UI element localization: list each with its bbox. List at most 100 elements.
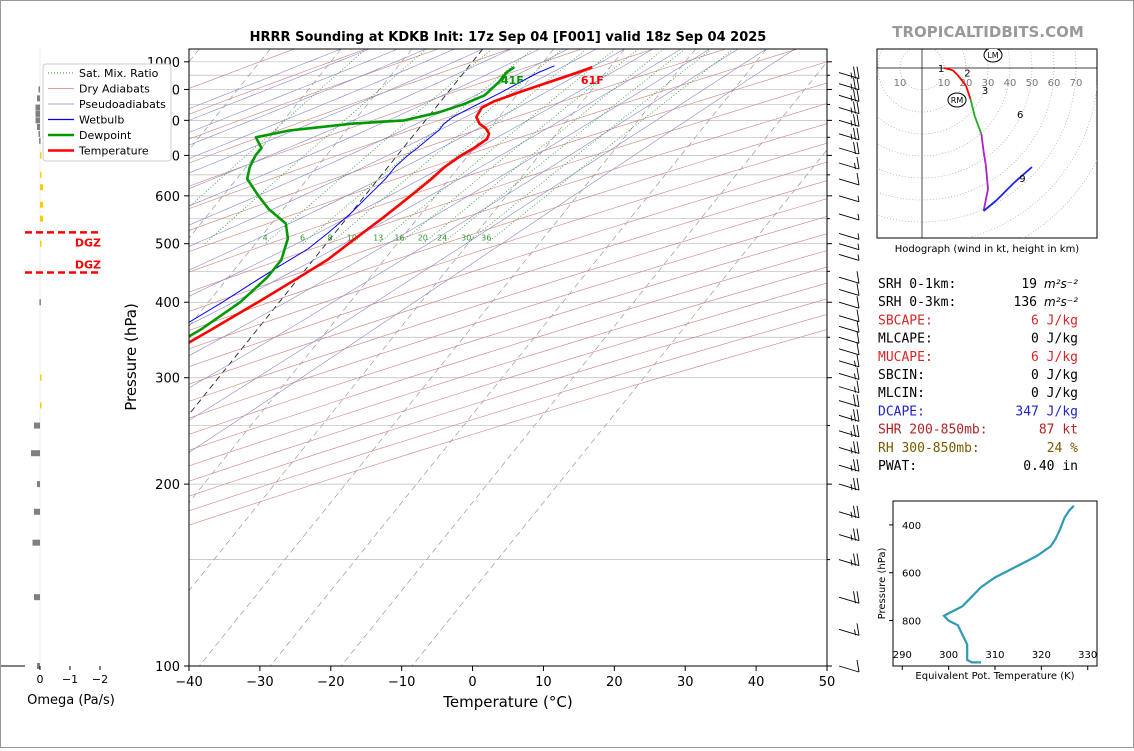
omega-bar — [35, 104, 40, 111]
hodograph-segment — [996, 181, 1016, 201]
theta-e-x-tick-label: 320 — [1032, 650, 1051, 661]
omega-bar — [40, 402, 42, 409]
barb-half — [854, 386, 856, 393]
dgz-label: DGZ — [75, 258, 101, 271]
stat-value: 0 J/kg — [1031, 332, 1078, 347]
stat-value: 0 J/kg — [1031, 368, 1078, 383]
theta-e-line — [942, 505, 1075, 664]
dry-adiabat — [189, 49, 798, 252]
wind-barb — [838, 156, 860, 170]
stat-value: 24 % — [1047, 441, 1078, 456]
mixing-ratio-line — [422, 49, 665, 245]
barb-staff — [838, 178, 860, 186]
stat-value: 6 J/kg — [1031, 313, 1078, 328]
barb-flag — [856, 367, 860, 380]
barb-staff — [838, 483, 860, 491]
stat-label: MLCIN: — [878, 386, 925, 401]
dewpoint-line — [189, 66, 516, 338]
hodograph-segment — [980, 133, 985, 152]
dry-adiabat — [189, 198, 827, 402]
omega-bar — [37, 123, 40, 130]
omega-bar — [39, 137, 41, 144]
barb-half — [857, 195, 860, 202]
omega-bar — [40, 201, 43, 208]
stat-label: MLCAPE: — [878, 332, 933, 347]
hodograph-segment — [982, 188, 989, 212]
wind-barb — [838, 89, 860, 102]
barb-flag — [856, 623, 860, 636]
mixing-ratio-line — [264, 49, 493, 245]
hodograph-height-label: 1 — [938, 64, 944, 75]
omega-bar — [40, 215, 43, 222]
barb-flag — [856, 478, 860, 491]
omega-panel: 0 −1 −2 Omega (Pa/s) DGZ DGZ — [0, 49, 115, 708]
barb-half — [850, 107, 853, 114]
hodograph-ring-label: 60 — [1048, 78, 1061, 89]
barb-flag — [853, 528, 856, 541]
barb-half — [854, 629, 856, 636]
dry-adiabat — [189, 49, 439, 140]
omega-bar — [40, 152, 42, 159]
stat-value: 87 kt — [1039, 423, 1078, 438]
barb-flag — [853, 394, 856, 407]
omega-bar — [34, 594, 40, 601]
pseudoadiabat — [189, 49, 739, 389]
x-tick-label: 10 — [535, 675, 552, 690]
hodograph-segment — [956, 74, 967, 87]
barb-staff — [838, 315, 860, 323]
x-tick-label: 0 — [468, 675, 476, 690]
hodograph-segment — [943, 67, 954, 72]
theta-e-x-tick-label: 330 — [1078, 650, 1097, 661]
hodograph-ring-label: 30 — [982, 78, 995, 89]
barb-flag — [856, 271, 860, 284]
barb-flag — [856, 156, 860, 170]
pseudoadiabat — [189, 49, 597, 247]
y-tick-label: 100 — [155, 660, 180, 675]
barb-flag — [856, 101, 860, 114]
skewt-grid: 1 4 6 8 10 13 16 20 24 30 36 — [146, 49, 827, 666]
wind-barb — [838, 553, 860, 567]
barb-staff — [838, 289, 860, 296]
barb-flag — [856, 591, 860, 604]
storm-motion-label: LM — [987, 51, 998, 60]
stat-label: RH 300-850mb: — [878, 441, 980, 456]
omega-tick-label: −1 — [62, 673, 78, 686]
pseudoadiabat — [189, 49, 455, 159]
stat-label: DCAPE: — [878, 404, 925, 419]
omega-axis-label: Omega (Pa/s) — [27, 693, 115, 708]
dry-adiabat — [189, 49, 726, 231]
hodograph-caption: Hodograph (wind in kt, height in km) — [895, 244, 1080, 255]
barb-staff — [838, 372, 860, 380]
barb-half — [850, 430, 853, 437]
brand-logo: TROPICALTIDBITS.COM — [892, 23, 1084, 41]
barb-flag — [856, 89, 860, 102]
barb-staff — [838, 213, 860, 221]
stat-label: SRH 0-3km: — [878, 295, 956, 310]
legend-entry-label: Wetbulb — [79, 114, 124, 127]
hodograph-ring-label: 70 — [1070, 78, 1083, 89]
stat-unit: m²s⁻² — [1044, 295, 1078, 309]
wind-barb — [838, 101, 860, 114]
barb-half — [850, 83, 853, 90]
theta-e-y-tick-label: 800 — [902, 617, 921, 628]
barb-flag — [853, 66, 856, 79]
skewt-series: 41F 61F — [189, 65, 604, 344]
wetbulb-line — [189, 65, 555, 323]
barb-staff — [838, 665, 860, 673]
omega-bar — [39, 299, 41, 306]
barb-staff — [838, 400, 860, 407]
wind-barb — [838, 114, 860, 127]
theta-e-x-tick-label: 300 — [939, 650, 958, 661]
hodograph-height-label: 9 — [1019, 174, 1025, 185]
hodograph-plot: 10 10 20 30 40 50 60 70 1 2 3 6 9 LM RM — [877, 49, 1097, 238]
stat-value: 19 — [1021, 277, 1037, 292]
barb-flag — [856, 459, 860, 472]
barb-flag — [853, 478, 856, 491]
barb-flag — [856, 505, 860, 518]
mixing-ratio-label: 1 — [146, 234, 151, 243]
barb-staff — [838, 464, 860, 472]
y-axis-label: Pressure (hPa) — [122, 303, 140, 411]
barb-flag — [853, 101, 856, 114]
pseudoadiabat — [189, 49, 625, 271]
